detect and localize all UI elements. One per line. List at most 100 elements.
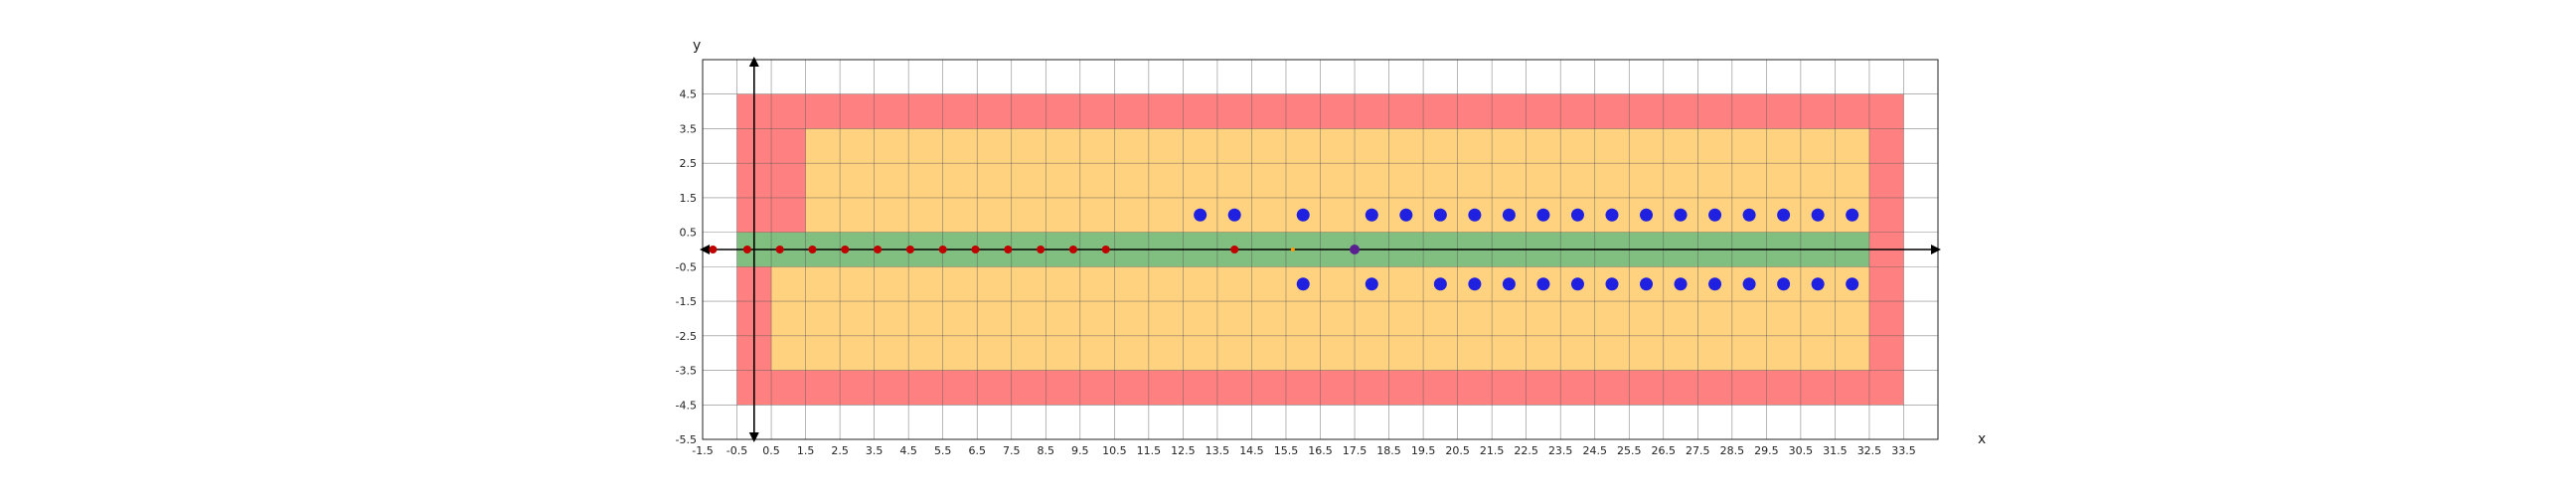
y-tick-label: -0.5 xyxy=(676,260,697,273)
x-tick-label: 22.5 xyxy=(1514,444,1538,457)
blue-point-marker xyxy=(1227,208,1241,222)
blue-point-marker xyxy=(1605,277,1619,291)
x-axis-arrow-right xyxy=(1931,245,1941,254)
blue-point-marker xyxy=(1570,208,1584,222)
blue-point-marker xyxy=(1708,277,1722,291)
blue-point-marker xyxy=(1777,208,1791,222)
y-tick-labels: 4.5 3.5 2.5 1.5 0.5 -0.5 -1.5 -2.5 -3.5 -4.5 -5.5 xyxy=(676,88,697,446)
blue-point-marker xyxy=(1674,208,1688,222)
x-tick-label: 9.5 xyxy=(1071,444,1089,457)
x-tick-labels: -1.5 -0.5 0.5 1.5 2.5 3.5 4.5 5.5 6.5 7.5 8.5 9.5 10… xyxy=(692,444,1915,457)
x-tick-label: 33.5 xyxy=(1891,444,1916,457)
x-tick-label: 18.5 xyxy=(1376,444,1401,457)
red-point-marker xyxy=(709,246,718,253)
x-tick-label: 1.5 xyxy=(797,444,815,457)
red-point-marker xyxy=(1101,246,1110,253)
points-layer xyxy=(709,208,1859,291)
red-point-marker xyxy=(742,246,751,253)
blue-point-marker xyxy=(1433,208,1447,222)
x-tick-label: 17.5 xyxy=(1343,444,1368,457)
x-tick-label: -0.5 xyxy=(726,444,747,457)
blue-point-marker xyxy=(1365,277,1378,291)
y-axis-arrow-up xyxy=(748,57,759,67)
blue-point-marker xyxy=(1468,277,1482,291)
orange-marker-marker xyxy=(1290,248,1295,251)
x-tick-label: 27.5 xyxy=(1686,444,1710,457)
blue-point-marker xyxy=(1811,277,1825,291)
y-tick-label: 2.5 xyxy=(680,157,698,170)
x-tick-label: 3.5 xyxy=(866,444,884,457)
blue-point-marker xyxy=(1433,277,1447,291)
red-point-marker xyxy=(1068,246,1077,253)
y-tick-label: -1.5 xyxy=(676,295,697,308)
blue-point-marker xyxy=(1640,277,1654,291)
orange-upper-region xyxy=(805,128,1869,233)
y-tick-label: 0.5 xyxy=(680,227,698,240)
blue-point-marker xyxy=(1742,277,1756,291)
x-tick-label: 8.5 xyxy=(1038,444,1055,457)
red-point-marker xyxy=(1230,246,1239,253)
x-tick-label: 28.5 xyxy=(1720,444,1745,457)
blue-point-marker xyxy=(1742,208,1756,222)
blue-point-marker xyxy=(1468,208,1482,222)
red-point-marker xyxy=(874,246,883,253)
blue-point-marker xyxy=(1708,208,1722,222)
blue-point-marker xyxy=(1536,277,1550,291)
blue-point-marker xyxy=(1502,208,1516,222)
blue-point-marker xyxy=(1296,208,1310,222)
blue-point-marker xyxy=(1536,208,1550,222)
red-point-marker xyxy=(905,246,914,253)
x-tick-label: 5.5 xyxy=(934,444,952,457)
x-tick-label: 26.5 xyxy=(1652,444,1677,457)
red-point-marker xyxy=(971,246,980,253)
blue-point-marker xyxy=(1296,277,1310,291)
purple-point-marker xyxy=(1350,245,1361,254)
x-tick-label: -1.5 xyxy=(692,444,713,457)
blue-point-marker xyxy=(1570,277,1584,291)
y-tick-label: -2.5 xyxy=(676,330,697,343)
red-point-marker xyxy=(841,246,850,253)
red-point-marker xyxy=(1037,246,1046,253)
blue-point-marker xyxy=(1605,208,1619,222)
blue-point-marker xyxy=(1811,208,1825,222)
x-tick-label: 6.5 xyxy=(968,444,986,457)
x-tick-label: 30.5 xyxy=(1789,444,1814,457)
x-tick-label: 23.5 xyxy=(1548,444,1573,457)
x-tick-label: 15.5 xyxy=(1274,444,1299,457)
x-tick-label: 25.5 xyxy=(1617,444,1642,457)
blue-point-marker xyxy=(1399,208,1413,222)
y-tick-label: -4.5 xyxy=(676,399,697,412)
x-tick-label: 29.5 xyxy=(1754,444,1779,457)
y-axis-label: y xyxy=(693,38,701,54)
x-tick-label: 10.5 xyxy=(1102,444,1127,457)
x-axis-label: x xyxy=(1978,431,1986,447)
blue-point-marker xyxy=(1194,208,1208,222)
x-tick-label: 24.5 xyxy=(1582,444,1607,457)
x-tick-label: 0.5 xyxy=(762,444,780,457)
x-tick-label: 7.5 xyxy=(1003,444,1021,457)
x-tick-label: 16.5 xyxy=(1308,444,1333,457)
blue-point-marker xyxy=(1674,277,1688,291)
blue-point-marker xyxy=(1640,208,1654,222)
blue-point-marker xyxy=(1502,277,1516,291)
red-point-marker xyxy=(808,246,817,253)
red-point-marker xyxy=(775,246,784,253)
x-tick-label: 11.5 xyxy=(1137,444,1162,457)
x-tick-label: 19.5 xyxy=(1411,444,1436,457)
x-tick-label: 13.5 xyxy=(1206,444,1230,457)
x-tick-label: 12.5 xyxy=(1171,444,1196,457)
x-axis-arrow-left xyxy=(700,245,710,254)
x-tick-label: 21.5 xyxy=(1480,444,1505,457)
blue-point-marker xyxy=(1777,277,1791,291)
blue-point-marker xyxy=(1846,277,1859,291)
x-tick-label: 14.5 xyxy=(1239,444,1264,457)
y-axis-arrow-down xyxy=(748,432,759,442)
y-tick-label: 3.5 xyxy=(680,122,698,135)
y-tick-label: -3.5 xyxy=(676,365,697,378)
blue-point-marker xyxy=(1365,208,1378,222)
x-tick-label: 32.5 xyxy=(1857,444,1882,457)
y-tick-label: 1.5 xyxy=(680,192,698,205)
y-tick-label: -5.5 xyxy=(676,433,697,446)
x-tick-label: 4.5 xyxy=(899,444,917,457)
